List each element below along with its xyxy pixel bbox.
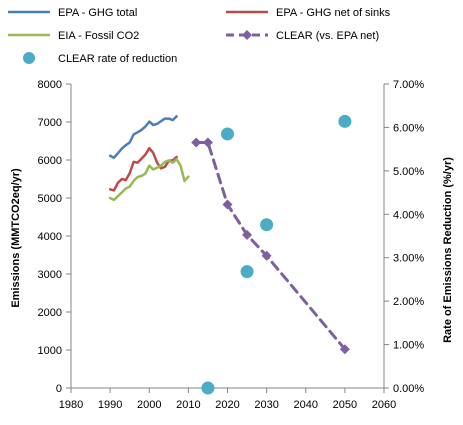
data-point-diamond [339, 344, 350, 355]
x-tick-label: 2060 [372, 399, 396, 411]
legend-entry: EPA - GHG total [8, 7, 137, 19]
y2-tick-label: 2.00% [393, 296, 424, 308]
y-tick-label: 5000 [38, 193, 62, 205]
data-point-circle [260, 218, 274, 232]
legend-swatch-circle [23, 52, 35, 64]
x-tick-label: 2010 [176, 399, 200, 411]
data-point-diamond [191, 137, 202, 148]
series-layer [108, 114, 352, 395]
data-point-diamond [242, 229, 253, 240]
x-tick-label: 1990 [98, 399, 122, 411]
x-tick-label: 2040 [294, 399, 318, 411]
legend-entry: CLEAR rate of reduction [23, 52, 177, 65]
y-tick-label: 0 [56, 383, 62, 395]
x-tick-label: 1980 [59, 399, 83, 411]
x-tick-label: 2030 [254, 399, 278, 411]
legend-label: EIA - Fossil CO2 [58, 30, 139, 42]
data-point-circle [201, 381, 215, 395]
axes: 1980 1990 2000 2010 2020 2030 2040 2050 2060 0 100… [38, 79, 425, 411]
series-line [194, 141, 347, 351]
y2-tick-label: 6.00% [393, 122, 424, 134]
y2-tick-label: 1.00% [393, 340, 424, 352]
data-point-diamond [222, 199, 233, 210]
legend-entry: EPA - GHG net of sinks [226, 7, 391, 19]
y-tick-label: 6000 [38, 155, 62, 167]
data-point-circle [221, 127, 234, 141]
x-tick-label: 2000 [137, 399, 161, 411]
legend-swatch-diamond [242, 30, 252, 40]
series-line [108, 157, 190, 202]
y-tick-label: 4000 [38, 231, 62, 243]
y-tick-label: 3000 [38, 269, 62, 281]
data-point-diamond [261, 250, 272, 261]
series-1 [108, 146, 178, 192]
x-tick-label: 2050 [333, 399, 357, 411]
legend-label: EPA - GHG net of sinks [276, 7, 391, 19]
y-tick-label: 1000 [38, 345, 62, 357]
y2-axis-label: Rate of Emissions Reduction (%/yr) [442, 157, 454, 343]
series-4 [201, 114, 352, 395]
y2-tick-label: 0.00% [393, 383, 424, 395]
series-line [108, 146, 178, 192]
y2-tick-label: 3.00% [393, 253, 424, 265]
y-axis-label: Emissions (MMTCO2eq/yr) [10, 168, 22, 308]
x-tick-label: 2020 [215, 399, 239, 411]
legend-label: CLEAR rate of reduction [58, 53, 177, 65]
y2-tick-label: 7.00% [393, 79, 424, 91]
legend: EPA - GHG total EPA - GHG net of sinks EIA… [8, 7, 391, 65]
legend-entry: CLEAR (vs. EPA net) [226, 30, 379, 42]
data-point-circle [240, 265, 254, 279]
y-tick-label: 2000 [38, 307, 62, 319]
series-2 [108, 157, 190, 202]
legend-label: EPA - GHG total [58, 7, 137, 19]
y2-tick-label: 4.00% [393, 209, 424, 221]
series-3 [191, 137, 350, 355]
series-0 [108, 115, 178, 159]
y-tick-label: 8000 [38, 79, 62, 91]
legend-entry: EIA - Fossil CO2 [8, 30, 139, 42]
data-point-diamond [202, 137, 213, 148]
data-point-circle [338, 114, 352, 128]
legend-label: CLEAR (vs. EPA net) [276, 30, 379, 42]
series-line [108, 115, 178, 159]
y2-tick-label: 5.00% [393, 166, 424, 178]
y-tick-label: 7000 [38, 117, 62, 129]
